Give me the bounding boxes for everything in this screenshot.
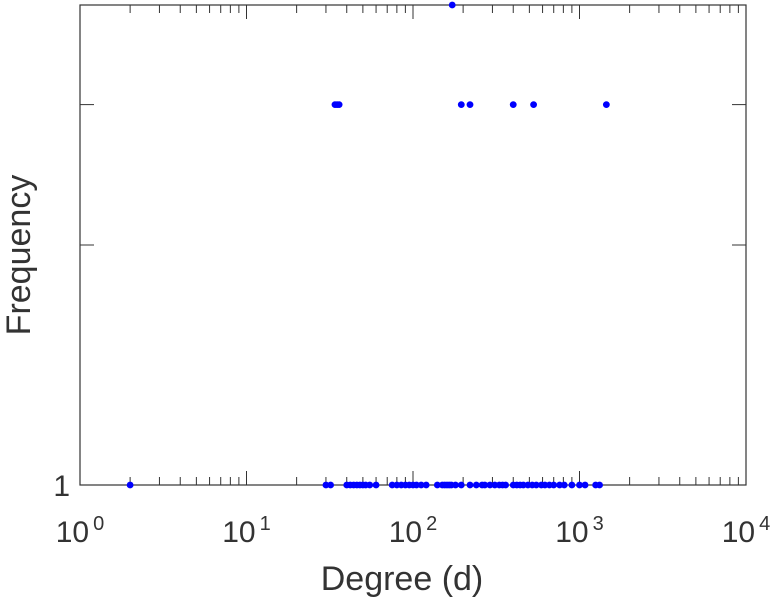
data-point (509, 101, 517, 109)
data-point (322, 481, 330, 489)
x-axis-label: Degree (d) (321, 560, 484, 598)
data-point (530, 101, 537, 109)
data-point (417, 481, 425, 489)
data-point (452, 481, 459, 489)
data-point (560, 481, 568, 489)
x-tick-labels: 10 0 10 1 10 2 10 3 10 4 (56, 513, 771, 549)
data-point (481, 481, 489, 489)
data-point (550, 481, 558, 489)
data-point (327, 481, 335, 489)
axis-ticks (79, 4, 747, 485)
data-point (433, 481, 441, 489)
data-point (502, 481, 510, 489)
data-point (457, 481, 465, 489)
data-point (581, 481, 589, 489)
data-point (126, 481, 134, 489)
data-point (448, 1, 456, 9)
data-point (335, 101, 343, 109)
x-tick-label: 10 4 (722, 513, 771, 549)
data-point (576, 481, 583, 489)
x-tick-label: 10 3 (555, 513, 604, 549)
plot-frame (79, 4, 747, 486)
data-point (422, 481, 430, 489)
x-tick-label: 10 1 (222, 513, 271, 549)
data-point (372, 481, 380, 489)
data-point (366, 481, 374, 489)
y-tick-label: 1 (53, 470, 70, 503)
data-point (466, 101, 474, 109)
x-tick-label: 10 0 (56, 513, 105, 549)
data-point (568, 481, 576, 489)
data-point (532, 481, 540, 489)
data-point (388, 481, 396, 489)
data-point (596, 481, 603, 489)
data-point (413, 481, 420, 489)
x-tick-label: 10 2 (389, 513, 438, 549)
data-point (466, 481, 474, 489)
data-point (486, 481, 494, 489)
data-point (472, 481, 480, 489)
y-axis-label: Frequency (0, 175, 38, 336)
y-tick-labels: 1 (53, 470, 70, 503)
data-points (126, 1, 610, 489)
data-point (457, 101, 465, 109)
data-point (602, 101, 610, 109)
